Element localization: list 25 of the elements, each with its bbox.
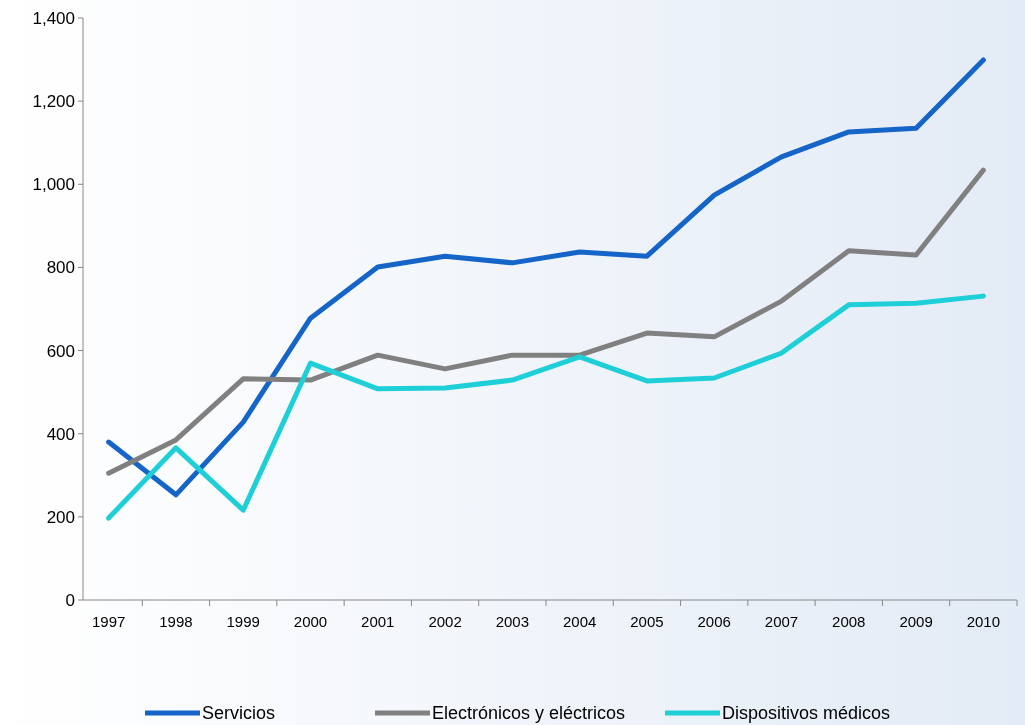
x-tick-label: 2000 [293,613,328,630]
legend-label: Servicios [202,703,276,724]
legend-label: Dispositivos médicos [722,703,891,724]
x-tick-label: 2006 [697,613,731,630]
y-tick-label: 200 [46,507,75,527]
x-tick-label: 1998 [159,613,193,630]
x-tick-label: 2007 [764,613,799,630]
x-tick-label: 2005 [630,613,664,630]
y-tick-label: 400 [46,424,75,444]
x-tick-label: 2008 [832,613,866,630]
x-tick-label: 2003 [495,613,530,630]
legend-label: Electrónicos y eléctricos [432,703,626,724]
y-tick-label: 600 [46,341,75,361]
x-tick-label: 2009 [899,613,933,630]
x-tick-label: 1999 [226,613,260,630]
y-tick-label: 1,200 [32,92,75,112]
y-tick-label: 800 [46,258,75,278]
x-tick-label: 2002 [428,613,462,630]
x-tick-label: 1997 [91,613,126,630]
y-tick-label: 1,400 [32,8,75,28]
x-tick-label: 2010 [966,613,1001,630]
y-tick-label: 0 [65,590,75,610]
x-tick-label: 2001 [361,613,395,630]
y-tick-label: 1,000 [32,175,75,195]
x-tick-label: 2004 [562,613,597,630]
